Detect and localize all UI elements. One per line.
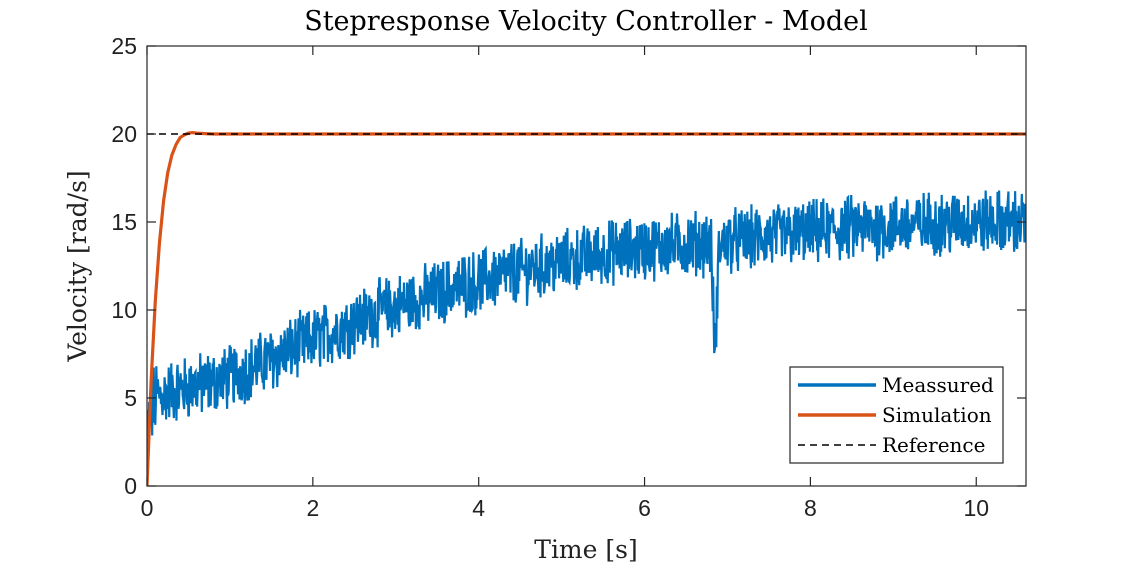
legend: Meassured Simulation Reference bbox=[789, 366, 1004, 464]
y-tick-label: 5 bbox=[124, 385, 137, 411]
y-tick-label: 10 bbox=[111, 297, 137, 323]
y-tick-label: 20 bbox=[111, 121, 137, 147]
x-tick-label: 8 bbox=[804, 495, 817, 521]
x-tick-label: 6 bbox=[638, 495, 651, 521]
axes-box bbox=[146, 45, 1027, 487]
plot-area bbox=[146, 45, 1027, 487]
chart-title: Stepresponse Velocity Controller - Model bbox=[304, 6, 868, 37]
axis-ticks: 0 2 4 6 8 10 0 5 10 15 20 25 bbox=[111, 33, 1026, 521]
x-tick-label: 2 bbox=[306, 495, 319, 521]
y-tick-label: 25 bbox=[111, 33, 137, 59]
y-tick-label: 15 bbox=[111, 209, 137, 235]
legend-label-meassured: Meassured bbox=[882, 373, 994, 397]
x-tick-label: 10 bbox=[963, 495, 989, 521]
x-tick-label: 0 bbox=[141, 495, 154, 521]
y-tick-label: 0 bbox=[124, 473, 137, 499]
series-line-meassured bbox=[147, 190, 1026, 440]
y-axis-label: Velocity [rad/s] bbox=[63, 170, 92, 362]
x-axis-label: Time [s] bbox=[534, 535, 637, 564]
legend-label-reference: Reference bbox=[882, 433, 985, 457]
x-tick-label: 4 bbox=[472, 495, 485, 521]
legend-label-simulation: Simulation bbox=[882, 403, 992, 427]
